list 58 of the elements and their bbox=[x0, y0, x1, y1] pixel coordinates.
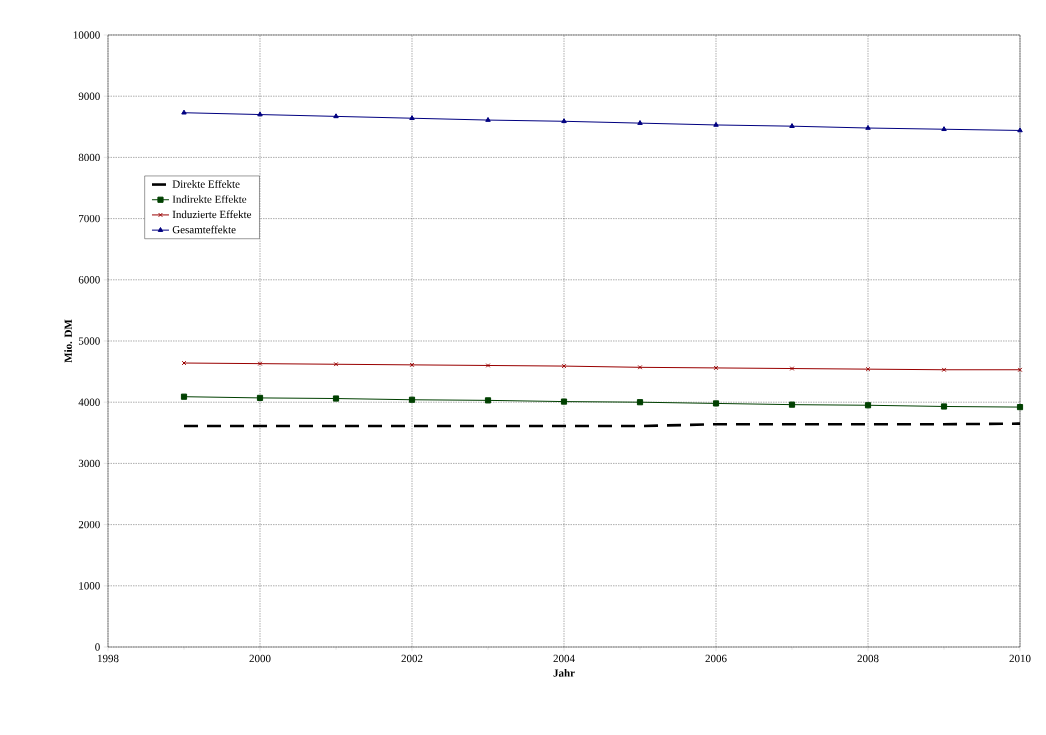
x-tick-label: 2008 bbox=[857, 654, 879, 663]
point bbox=[256, 394, 264, 401]
x-tick-label: 2002 bbox=[401, 654, 423, 663]
x-tick-label: 2010 bbox=[1009, 654, 1031, 663]
point bbox=[713, 365, 719, 371]
point bbox=[941, 367, 947, 373]
point bbox=[637, 364, 643, 370]
legend-label: Indirekte Effekte bbox=[172, 195, 247, 203]
point bbox=[485, 116, 491, 122]
point bbox=[408, 396, 416, 403]
legend-label: Induzierte Effekte bbox=[172, 210, 252, 219]
y-tick-label: 8000 bbox=[78, 153, 100, 162]
x-tick-label: 2004 bbox=[553, 654, 575, 663]
point bbox=[940, 403, 948, 410]
point bbox=[636, 399, 644, 406]
point bbox=[789, 366, 795, 371]
point bbox=[409, 115, 415, 121]
point bbox=[257, 111, 263, 117]
point bbox=[485, 363, 491, 368]
point bbox=[180, 393, 188, 400]
point bbox=[788, 401, 796, 408]
point bbox=[257, 361, 263, 366]
legend-label: Gesamteffekte bbox=[172, 225, 236, 234]
y-axis-title: Mio. DM bbox=[64, 319, 72, 363]
point bbox=[713, 121, 719, 127]
x-axis-title: Jahr bbox=[553, 669, 575, 677]
x-tick-label: 2006 bbox=[705, 654, 727, 663]
point bbox=[789, 123, 795, 128]
point bbox=[561, 118, 567, 124]
point bbox=[1017, 127, 1023, 133]
point bbox=[409, 362, 415, 368]
point bbox=[1016, 404, 1024, 411]
point bbox=[333, 113, 339, 119]
point bbox=[181, 109, 187, 115]
point bbox=[941, 126, 947, 132]
point bbox=[712, 400, 720, 407]
point bbox=[333, 361, 339, 367]
y-tick-label: 4000 bbox=[78, 398, 100, 406]
point bbox=[561, 363, 567, 369]
x-tick-label: 2000 bbox=[249, 654, 271, 663]
y-tick-label: 9000 bbox=[78, 92, 100, 100]
y-tick-label: 5000 bbox=[78, 337, 100, 345]
point bbox=[332, 395, 340, 402]
y-tick-label: 6000 bbox=[78, 276, 100, 284]
point bbox=[560, 398, 568, 405]
point bbox=[865, 366, 871, 372]
y-tick-label: 7000 bbox=[79, 214, 100, 223]
point bbox=[484, 397, 492, 404]
point bbox=[637, 120, 643, 125]
legend-label: Direkte Effekte bbox=[172, 179, 240, 188]
y-tick-label: 2000 bbox=[78, 520, 100, 529]
y-tick-label: 1000 bbox=[79, 582, 100, 590]
y-tick-label: 10000 bbox=[73, 31, 100, 39]
x-tick-label: 1998 bbox=[98, 654, 119, 663]
point bbox=[864, 402, 872, 409]
y-tick-label: 0 bbox=[95, 643, 100, 651]
y-tick-label: 3000 bbox=[78, 459, 100, 468]
point bbox=[865, 124, 871, 130]
